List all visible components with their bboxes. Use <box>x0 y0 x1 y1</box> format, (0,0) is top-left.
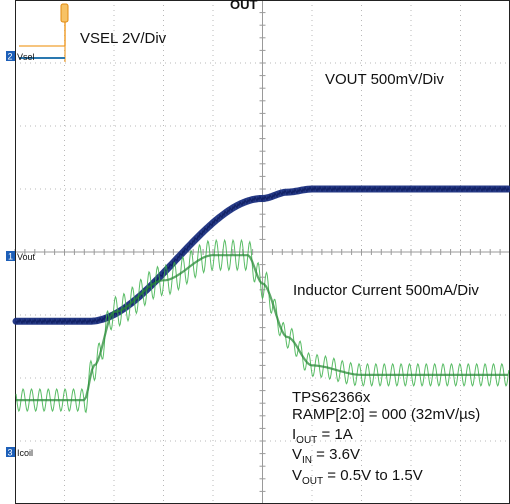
vsel-scale-label: VSEL 2V/Div <box>80 30 167 47</box>
channel-2-label: Vsel <box>17 52 35 62</box>
vout-trace-noise <box>15 185 510 325</box>
inductor-current-scale-label: Inductor Current 500mA/Div <box>293 282 479 299</box>
test-conditions: TPS62366x RAMP[2:0] = 000 (32mV/µs) IOUT… <box>292 389 480 487</box>
vsel-trigger-marker <box>60 3 69 23</box>
channel-2-marker: 2 Vsel <box>6 51 35 62</box>
vout-annotation: VOUT = 0.5V to 1.5V <box>292 467 423 487</box>
traces <box>12 185 510 414</box>
inductor-current-ripple <box>15 238 510 414</box>
channel-3-marker: 3 Icoil <box>6 447 33 458</box>
channel-1-marker: 1 Vout <box>6 251 36 262</box>
vout-scale-label: VOUT 500mV/Div <box>325 71 444 88</box>
vin-annotation: VIN = 3.6V <box>292 446 360 466</box>
channel-1-label: Vout <box>17 252 36 262</box>
graticule <box>14 0 510 504</box>
channel-3-number: 3 <box>8 448 13 458</box>
channel-2-number: 2 <box>8 52 13 62</box>
inductor-current-trace <box>16 254 508 402</box>
chart-header-fragment: OUT <box>230 0 258 12</box>
device-annotation: TPS62366x <box>292 389 371 406</box>
vsel-trace <box>19 3 69 62</box>
channel-3-label: Icoil <box>17 448 33 458</box>
ramp-annotation: RAMP[2:0] = 000 (32mV/µs) <box>292 406 480 423</box>
iout-annotation: IOUT = 1A <box>292 426 353 446</box>
channel-1-number: 1 <box>8 252 13 262</box>
